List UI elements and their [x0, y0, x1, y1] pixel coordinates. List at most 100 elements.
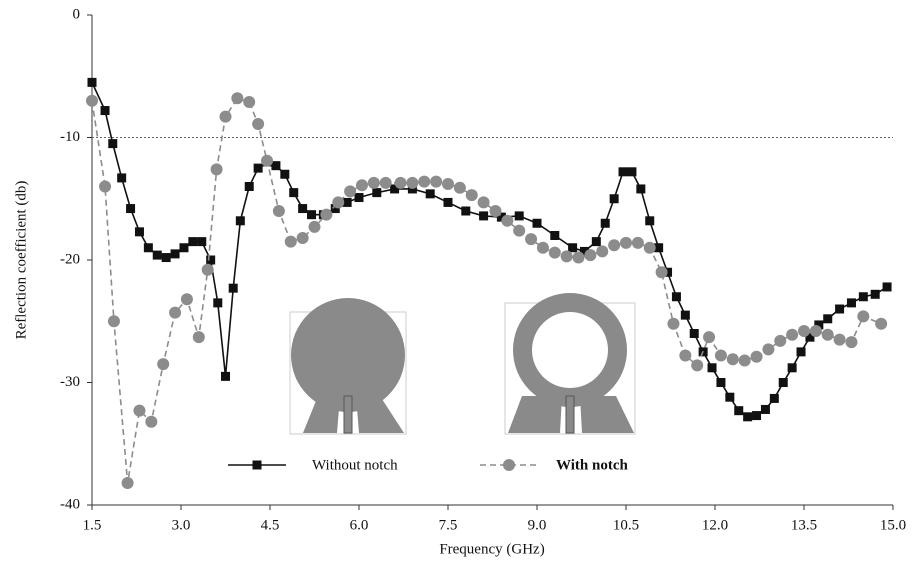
marker	[107, 315, 120, 328]
marker	[170, 249, 180, 259]
x-tick-label: 10.5	[613, 517, 639, 533]
marker	[716, 378, 726, 387]
marker	[169, 306, 182, 319]
marker	[778, 378, 788, 387]
marker	[798, 325, 810, 338]
marker	[161, 253, 171, 263]
y-tick-label: 0	[73, 6, 81, 22]
marker	[355, 179, 368, 192]
marker	[152, 250, 162, 260]
marker	[390, 184, 400, 194]
series-line	[91, 82, 888, 418]
marker	[406, 176, 419, 189]
marker	[501, 214, 514, 227]
marker	[627, 167, 637, 177]
marker	[707, 363, 717, 373]
marker	[643, 241, 656, 254]
marker	[244, 182, 254, 191]
marker	[667, 317, 680, 330]
marker	[157, 358, 170, 371]
marker	[201, 263, 214, 276]
marker	[691, 359, 704, 372]
marker	[443, 197, 453, 207]
marker	[760, 404, 770, 414]
marker	[680, 310, 690, 320]
marker	[188, 237, 198, 247]
marker	[514, 211, 524, 221]
marker	[833, 333, 846, 346]
marker	[235, 216, 245, 226]
marker	[655, 266, 668, 279]
marker	[823, 314, 833, 324]
marker	[192, 331, 205, 344]
marker	[271, 161, 281, 171]
marker	[636, 184, 646, 194]
antenna-images	[289, 293, 636, 435]
marker	[100, 106, 110, 116]
marker	[99, 180, 112, 193]
marker	[134, 227, 144, 237]
marker	[846, 298, 856, 308]
y-tick-label: -20	[60, 251, 80, 267]
marker	[354, 193, 364, 203]
marker	[210, 163, 223, 176]
marker	[145, 415, 158, 428]
marker	[870, 289, 880, 299]
marker	[609, 194, 619, 204]
marker	[786, 328, 799, 341]
marker	[608, 239, 621, 252]
x-tick-label: 9.0	[528, 517, 547, 533]
marker	[425, 189, 435, 199]
marker	[743, 412, 753, 422]
marker	[620, 236, 632, 249]
marker	[228, 283, 238, 293]
marker	[703, 331, 716, 344]
marker	[308, 220, 321, 233]
legend-marker	[252, 460, 262, 470]
marker	[618, 167, 628, 177]
marker	[133, 404, 146, 417]
marker	[532, 218, 542, 228]
marker	[219, 110, 232, 123]
marker	[332, 196, 345, 209]
marker	[631, 236, 644, 249]
antenna-ground	[508, 396, 562, 433]
marker	[645, 216, 655, 226]
antenna-notch	[532, 312, 608, 388]
legend-marker	[503, 459, 515, 471]
x-tick-label: 7.5	[439, 517, 458, 533]
marker	[261, 154, 274, 167]
marker	[809, 325, 822, 338]
marker	[769, 393, 779, 403]
x-tick-label: 6.0	[350, 517, 369, 533]
marker	[821, 328, 834, 341]
marker	[858, 292, 868, 302]
y-tick-label: -40	[60, 496, 80, 512]
marker	[714, 349, 727, 362]
antenna-patch	[291, 298, 405, 412]
x-tick-label: 1.5	[83, 517, 102, 533]
marker	[108, 139, 118, 149]
marker	[550, 231, 560, 240]
marker	[805, 332, 815, 342]
marker	[206, 255, 216, 265]
marker	[568, 243, 578, 253]
marker	[465, 189, 478, 202]
marker	[734, 406, 744, 416]
marker	[600, 218, 610, 228]
marker	[560, 250, 573, 263]
marker	[221, 371, 230, 381]
antenna-feed	[343, 395, 353, 434]
legend-label: Without notch	[312, 457, 398, 473]
marker	[180, 293, 193, 306]
marker	[394, 176, 407, 189]
marker	[689, 329, 699, 338]
y-tick-label: -10	[60, 129, 80, 145]
x-axis-label: Frequency (GHz)	[439, 541, 544, 557]
marker	[307, 210, 317, 220]
marker	[418, 175, 431, 188]
antenna-ground	[580, 396, 634, 433]
marker	[298, 204, 308, 214]
marker	[479, 211, 489, 221]
